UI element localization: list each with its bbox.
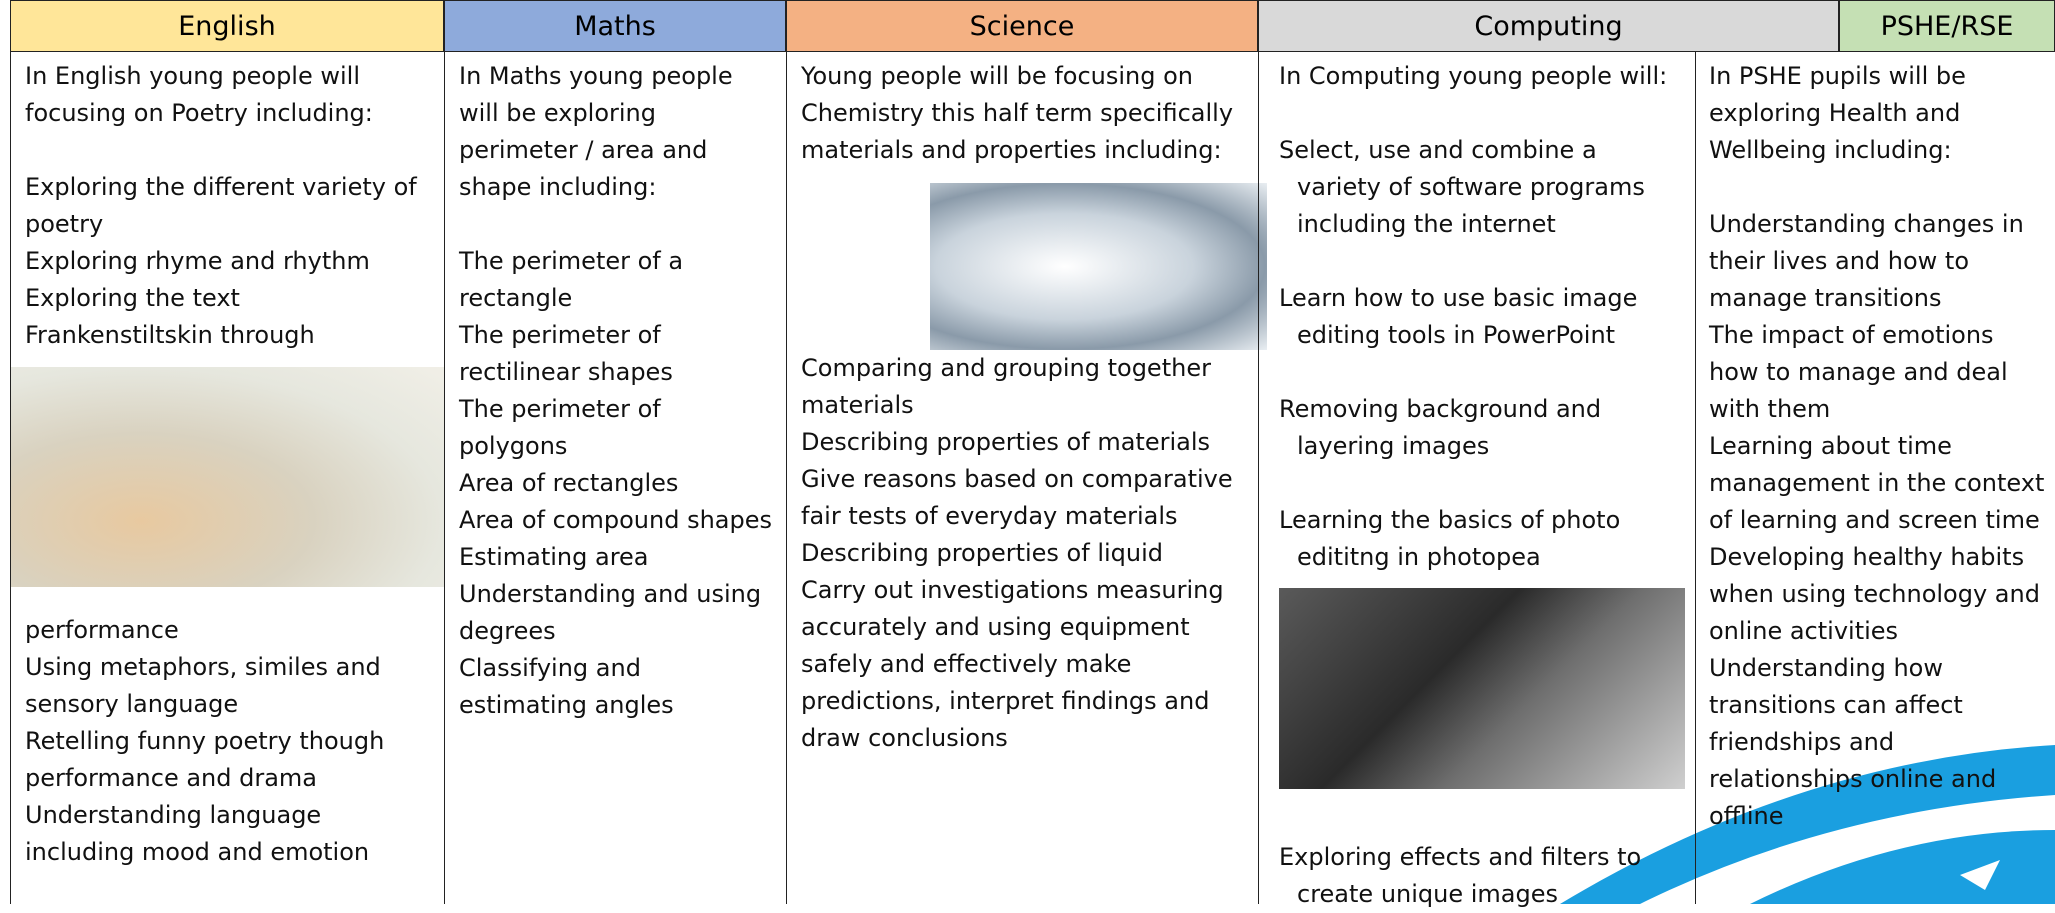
column-header: Computing bbox=[1258, 0, 1839, 52]
column-body: In PSHE pupils will be exploring Health … bbox=[1695, 52, 2055, 904]
list-item: Estimating area bbox=[459, 543, 649, 571]
column-body: In Maths young people will be exploring … bbox=[444, 52, 786, 904]
list-item: Describing properties of liquid bbox=[801, 539, 1164, 567]
list-item: performance bbox=[25, 616, 179, 644]
list-item: Frankenstiltskin through bbox=[25, 321, 315, 349]
photo bbox=[930, 183, 1267, 350]
list-item: Understanding and using degrees bbox=[459, 580, 762, 645]
list-item: Select, use and combine a variety of sof… bbox=[1279, 136, 1645, 238]
column-body: In Computing young people will: Select, u… bbox=[1258, 52, 1695, 908]
list-item: Using metaphors, similes and sensory lan… bbox=[25, 653, 381, 718]
column-header: Maths bbox=[444, 0, 786, 52]
column-body: In English young people will focusing on… bbox=[10, 52, 445, 904]
list-item: Understanding language including mood an… bbox=[25, 801, 370, 866]
list-item: The perimeter of rectilinear shapes bbox=[459, 321, 673, 386]
list-item: Area of compound shapes bbox=[459, 506, 773, 534]
column-header: Science bbox=[786, 0, 1258, 52]
list-item: Give reasons based on comparative fair t… bbox=[801, 465, 1233, 530]
list-item: The impact of emotions how to manage and… bbox=[1709, 321, 2008, 423]
list-item: Learning the basics of photo edititng in… bbox=[1279, 506, 1621, 571]
list-item: Retelling funny poetry though performanc… bbox=[25, 727, 385, 792]
intro-text: In English young people will focusing on… bbox=[25, 62, 373, 127]
intro-text: In Maths young people will be exploring … bbox=[459, 62, 733, 201]
list-item: Learning about time management in the co… bbox=[1709, 432, 2045, 534]
list-item: Comparing and grouping together material… bbox=[801, 354, 1211, 419]
list-item: Understanding how transitions can affect… bbox=[1709, 654, 1997, 830]
column-header: English bbox=[10, 0, 444, 52]
column-body: Young people will be focusing on Chemist… bbox=[786, 52, 1267, 904]
intro-text: In Computing young people will: bbox=[1279, 62, 1668, 90]
photo bbox=[1279, 588, 1685, 789]
list-item: Understanding changes in their lives and… bbox=[1709, 210, 2024, 312]
photo bbox=[11, 367, 445, 587]
list-item: The perimeter of polygons bbox=[459, 395, 661, 460]
list-item: The perimeter of a rectangle bbox=[459, 247, 684, 312]
list-item: Exploring effects and filters to create … bbox=[1279, 843, 1642, 908]
list-item: Carry out investigations measuring accur… bbox=[801, 576, 1224, 752]
list-item: Describing properties of materials bbox=[801, 428, 1210, 456]
list-item: Exploring the different variety of poetr… bbox=[25, 173, 417, 238]
intro-text: In PSHE pupils will be exploring Health … bbox=[1709, 62, 1966, 164]
list-item: Area of rectangles bbox=[459, 469, 679, 497]
list-item: Exploring the text bbox=[25, 284, 240, 312]
column-header: PSHE/RSE bbox=[1839, 0, 2055, 52]
list-item: Classifying and estimating angles bbox=[459, 654, 674, 719]
intro-text: Young people will be focusing on Chemist… bbox=[801, 62, 1234, 164]
list-item: Exploring rhyme and rhythm bbox=[25, 247, 370, 275]
list-item: Developing healthy habits when using tec… bbox=[1709, 543, 2040, 645]
list-item: Removing background and layering images bbox=[1279, 395, 1602, 460]
list-item: Learn how to use basic image editing too… bbox=[1279, 284, 1638, 349]
